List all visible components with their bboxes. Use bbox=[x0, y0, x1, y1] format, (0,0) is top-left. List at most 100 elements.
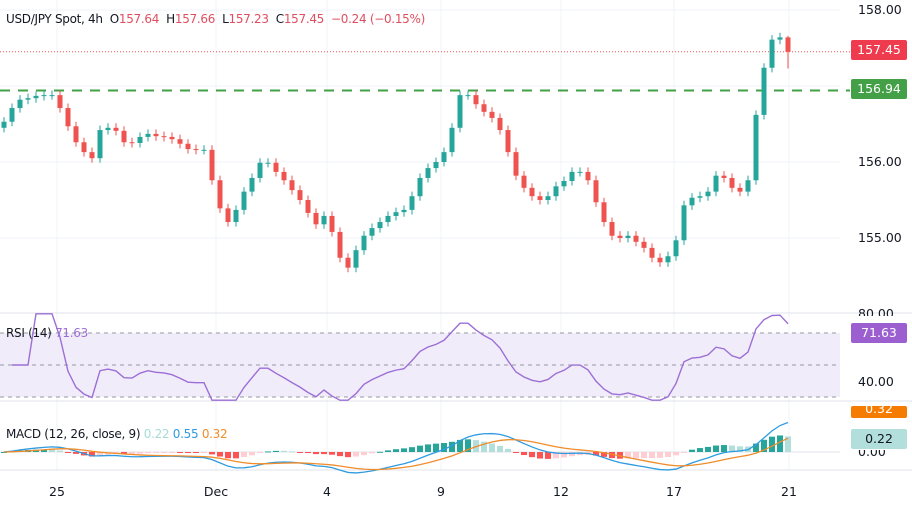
macd-histogram-bar bbox=[729, 445, 735, 452]
candle-body bbox=[609, 222, 615, 236]
candle-body bbox=[169, 136, 175, 140]
macd-histogram-bar bbox=[57, 450, 63, 452]
macd-histogram-bar bbox=[209, 452, 215, 455]
candle-body bbox=[241, 191, 247, 210]
candle-body bbox=[777, 37, 783, 40]
symbol-title: USD/JPY Spot, 4h bbox=[6, 12, 103, 26]
macd-histogram-bar bbox=[153, 452, 159, 453]
macd-histogram-bar bbox=[465, 439, 471, 452]
price-tick: 155.00 bbox=[858, 230, 902, 245]
candle-body bbox=[537, 196, 543, 200]
candle-body bbox=[521, 175, 527, 188]
candle-body bbox=[385, 215, 391, 223]
macd-histogram-bar bbox=[553, 452, 559, 459]
macd-histogram-bar bbox=[521, 452, 527, 456]
macd-histogram-bar bbox=[569, 452, 575, 457]
x-tick: 17 bbox=[666, 484, 682, 499]
candle-body bbox=[761, 67, 767, 115]
rsi-legend: RSI (14) 71.63 bbox=[6, 326, 88, 340]
candle-body bbox=[601, 202, 607, 223]
candle-body bbox=[721, 175, 727, 178]
candle-body bbox=[1, 121, 7, 128]
macd-histogram-bar bbox=[449, 441, 455, 452]
macd-histogram-bar bbox=[721, 445, 727, 452]
macd-line bbox=[3, 421, 789, 474]
candle-body bbox=[17, 99, 23, 109]
rsi-label: RSI (14) bbox=[6, 326, 52, 340]
candle-body bbox=[89, 152, 95, 159]
macd-signal-value: 0.32 bbox=[201, 427, 228, 441]
candle-body bbox=[297, 190, 303, 200]
candle-body bbox=[417, 177, 423, 197]
candle-body bbox=[681, 205, 687, 241]
candle-body bbox=[753, 114, 759, 181]
x-tick: 4 bbox=[323, 484, 331, 499]
macd-signal-tag: 0.32 bbox=[851, 406, 907, 418]
open-label: O bbox=[109, 12, 119, 26]
level-price-tag: 156.94 bbox=[851, 79, 907, 99]
candle-body bbox=[49, 95, 55, 97]
candle-body bbox=[585, 171, 591, 181]
candle-body bbox=[321, 215, 327, 225]
macd-histogram-bar bbox=[273, 450, 279, 452]
candle-body bbox=[425, 168, 431, 178]
candle-body bbox=[361, 235, 367, 251]
macd-histogram-bar bbox=[281, 450, 287, 452]
candle-body bbox=[625, 235, 631, 238]
macd-legend: MACD (12, 26, close, 9) 0.22 0.55 0.32 bbox=[6, 427, 228, 441]
macd-histogram-bar bbox=[417, 445, 423, 452]
candle-body bbox=[345, 257, 351, 268]
signal-line bbox=[3, 437, 789, 471]
candle-body bbox=[561, 181, 567, 187]
macd-histogram-bar bbox=[305, 452, 311, 454]
macd-histogram-bar bbox=[665, 452, 671, 458]
candle-body bbox=[489, 111, 495, 118]
candle-body bbox=[553, 186, 559, 197]
candle-body bbox=[393, 212, 399, 216]
candle-body bbox=[657, 257, 663, 263]
macd-histogram-bar bbox=[177, 452, 183, 453]
candle-body bbox=[441, 152, 447, 162]
macd-histogram-bar bbox=[385, 450, 391, 452]
macd-histogram-bar bbox=[441, 443, 447, 452]
macd-histogram-bar bbox=[89, 452, 95, 457]
macd-histogram-bar bbox=[497, 445, 503, 452]
candle-body bbox=[713, 175, 719, 192]
candle-body bbox=[481, 104, 487, 112]
macd-histogram-bar bbox=[233, 452, 239, 459]
candle-body bbox=[257, 162, 263, 178]
candle-body bbox=[337, 231, 343, 258]
candle-body bbox=[401, 209, 407, 213]
candle-body bbox=[209, 149, 215, 181]
close-label: C bbox=[275, 12, 284, 26]
macd-histogram-bar bbox=[785, 436, 791, 452]
macd-histogram-bar bbox=[321, 452, 327, 455]
candle-body bbox=[737, 187, 743, 192]
low-label: L bbox=[222, 12, 229, 26]
macd-histogram-bar bbox=[537, 452, 543, 459]
candle-body bbox=[665, 256, 671, 263]
open-value: 157.64 bbox=[118, 12, 160, 26]
candle-body bbox=[153, 133, 159, 137]
macd-histogram-bar bbox=[481, 441, 487, 452]
candle-body bbox=[129, 142, 135, 144]
macd-histogram-bar bbox=[753, 443, 759, 452]
candle-body bbox=[145, 133, 151, 137]
x-tick: Dec bbox=[203, 484, 229, 499]
candle-body bbox=[281, 171, 287, 181]
candle-body bbox=[457, 95, 463, 128]
macd-histogram-bar bbox=[409, 447, 415, 452]
candle-body bbox=[313, 212, 319, 225]
candle-body bbox=[185, 143, 191, 150]
candle-body bbox=[449, 127, 455, 153]
candle-body bbox=[201, 149, 207, 151]
macd-histogram-bar bbox=[425, 444, 431, 452]
candle-body bbox=[57, 95, 63, 109]
macd-histogram-bar bbox=[241, 452, 247, 458]
candle-body bbox=[505, 130, 511, 153]
x-tick: 9 bbox=[437, 484, 445, 499]
macd-histogram-bar bbox=[353, 452, 359, 457]
macd-histogram-bar bbox=[257, 452, 263, 453]
candle-body bbox=[273, 162, 279, 172]
